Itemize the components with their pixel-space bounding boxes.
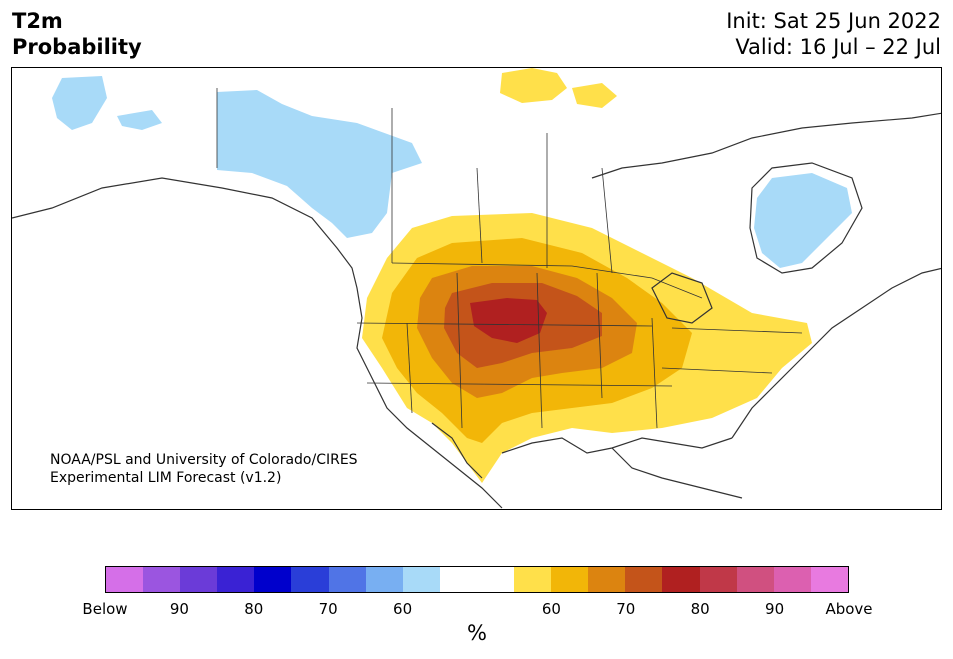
colorbar-segment: [439, 567, 477, 592]
title-line-2: Probability: [12, 35, 142, 59]
colorbar-segment: [180, 567, 218, 592]
colorbar-segment: [551, 567, 589, 592]
credit-line-1: NOAA/PSL and University of Colorado/CIRE…: [50, 452, 358, 468]
map-canvas: [12, 68, 941, 509]
credit-line-2: Experimental LIM Forecast (v1.2): [50, 470, 282, 486]
colorbar-label: 70: [616, 600, 636, 618]
below-60-alaska-yukon: [217, 90, 422, 238]
colorbar-segment: [365, 567, 403, 592]
colorbar-segment: [217, 567, 255, 592]
colorbar-segment: [773, 567, 811, 592]
colorbar-label: 80: [690, 600, 710, 618]
colorbar-segment: [736, 567, 774, 592]
coastlines: [12, 112, 941, 509]
colorbar-segment: [328, 567, 366, 592]
colorbar-segment: [625, 567, 663, 592]
colorbar-label: 70: [318, 600, 338, 618]
probability-colorbar: [105, 566, 849, 593]
map-title: T2m Probability: [12, 8, 142, 60]
colorbar-segment: [143, 567, 181, 592]
above-90-core: [470, 298, 547, 343]
init-date: Init: Sat 25 Jun 2022: [726, 9, 941, 33]
colorbar-label: Below: [82, 600, 128, 618]
colorbar-segment: [476, 567, 515, 592]
colorbar-segment: [588, 567, 626, 592]
colorbar-segment: [291, 567, 329, 592]
below-60-alaska-west: [52, 76, 107, 130]
forecast-map: NOAA/PSL and University of Colorado/CIRE…: [11, 67, 942, 510]
colorbar-segment: [699, 567, 737, 592]
above-50-60-arctic-islands-2: [572, 83, 617, 108]
colorbar-label: 60: [541, 600, 561, 618]
borders: [216, 88, 803, 429]
colorbar-segment: [662, 567, 700, 592]
colorbar-segment: [254, 567, 292, 592]
colorbar-unit: %: [467, 621, 487, 645]
colorbar-segment: [402, 567, 440, 592]
colorbar-segment: [514, 567, 552, 592]
below-60-hudson-bay: [754, 173, 852, 268]
colorbar-label: Above: [825, 600, 873, 618]
credit-text: NOAA/PSL and University of Colorado/CIRE…: [50, 451, 358, 487]
title-line-1: T2m: [12, 9, 63, 33]
colorbar-label: 80: [244, 600, 264, 618]
below-60-alaska-west-2: [117, 110, 162, 130]
valid-date: Valid: 16 Jul – 22 Jul: [735, 35, 941, 59]
colorbar-label: 90: [169, 600, 189, 618]
colorbar-segment: [106, 567, 144, 592]
above-50-60-arctic-islands: [500, 68, 567, 103]
colorbar-segment: [810, 567, 848, 592]
colorbar-label: 90: [765, 600, 785, 618]
colorbar-label: 60: [393, 600, 413, 618]
forecast-dates: Init: Sat 25 Jun 2022 Valid: 16 Jul – 22…: [726, 8, 941, 60]
